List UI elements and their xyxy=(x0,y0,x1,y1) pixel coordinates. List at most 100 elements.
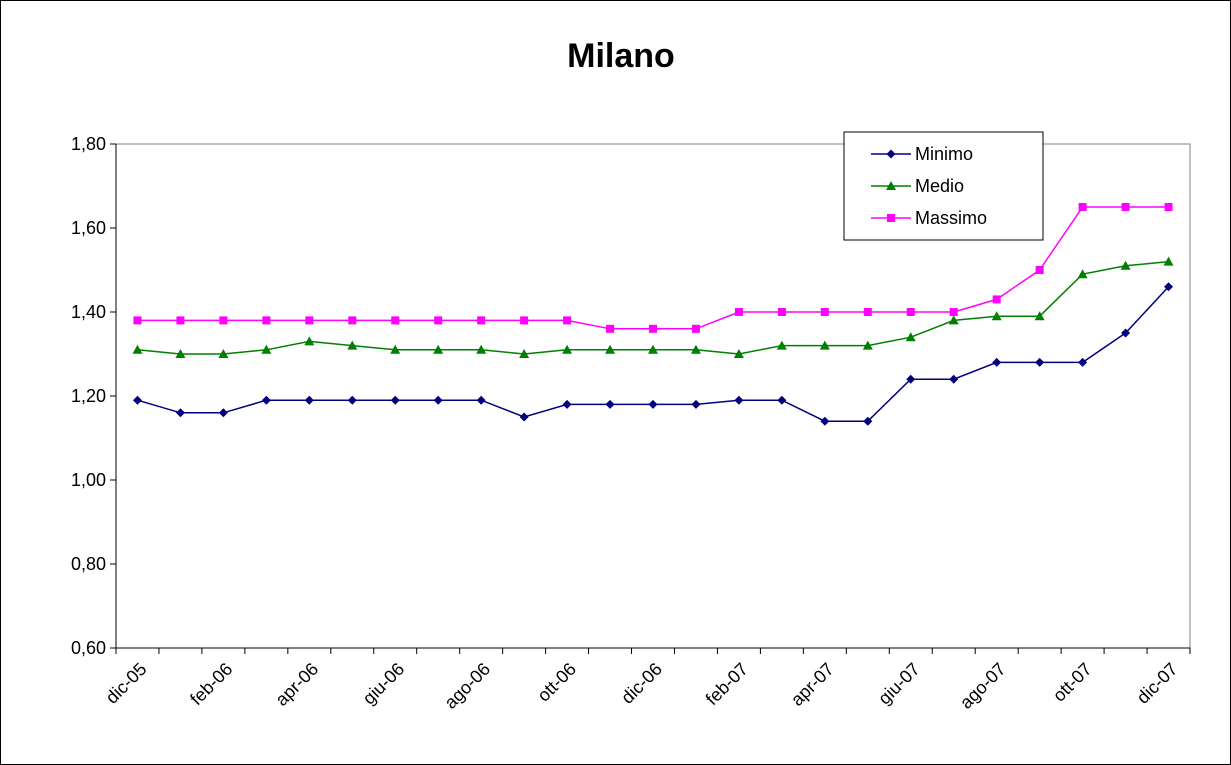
x-tick-label: giu-07 xyxy=(874,659,924,709)
y-tick-label: 0,60 xyxy=(71,638,106,658)
data-point xyxy=(777,395,787,405)
data-point xyxy=(132,395,142,405)
data-point xyxy=(176,316,185,325)
x-tick-label: ago-06 xyxy=(440,659,494,713)
data-point xyxy=(649,324,657,333)
y-tick-label: 1,00 xyxy=(71,470,106,490)
legend-item-medio: Medio xyxy=(871,176,964,196)
x-tick-label: feb-06 xyxy=(186,659,236,709)
data-point xyxy=(348,316,357,325)
data-point xyxy=(948,315,959,325)
y-tick-label: 0,80 xyxy=(71,554,106,574)
legend: Minimo Medio Massimo xyxy=(843,131,1044,241)
y-axis: 0,60 0,80 1,00 1,20 1,40 1,60 1,80 xyxy=(71,134,117,658)
series-medio xyxy=(132,256,1174,358)
x-tick-label: feb-07 xyxy=(702,659,752,709)
data-point xyxy=(304,395,314,405)
data-point xyxy=(992,357,1002,367)
data-point xyxy=(477,316,486,325)
legend-marker xyxy=(887,214,895,222)
data-point xyxy=(175,349,186,358)
data-point xyxy=(519,412,529,422)
series-massimo xyxy=(133,203,1173,333)
data-point xyxy=(132,344,143,354)
legend-label: Medio xyxy=(915,176,964,196)
data-point xyxy=(1163,256,1174,266)
x-axis: dic-05 feb-06 apr-06 giu-06 ago-06 ott-06 dic-… xyxy=(102,647,1191,713)
data-point xyxy=(949,374,959,384)
data-point xyxy=(1121,328,1131,338)
data-point xyxy=(992,295,1001,304)
data-point xyxy=(304,336,315,346)
data-point xyxy=(776,340,787,350)
data-point xyxy=(863,308,872,316)
data-point xyxy=(1164,203,1173,211)
y-tick-label: 1,20 xyxy=(71,386,106,406)
x-tick-label: dic-07 xyxy=(1133,659,1182,708)
data-point xyxy=(476,395,486,405)
legend-label: Minimo xyxy=(915,144,973,164)
legend-item-massimo: Massimo xyxy=(871,208,987,228)
x-tick-label: ott-06 xyxy=(533,659,580,706)
data-point xyxy=(648,344,658,354)
data-point xyxy=(133,316,142,325)
x-tick-label: dic-06 xyxy=(617,659,666,708)
data-point xyxy=(262,316,271,325)
series-line xyxy=(137,260,1169,355)
x-tick-label: ott-07 xyxy=(1049,659,1096,706)
data-point xyxy=(1034,311,1045,321)
data-point xyxy=(1078,203,1087,211)
data-point xyxy=(1035,266,1044,274)
data-point xyxy=(734,308,743,316)
data-point xyxy=(820,308,829,316)
data-point xyxy=(563,316,572,325)
y-tick-label: 1,80 xyxy=(71,134,106,154)
legend-label: Massimo xyxy=(915,208,987,228)
data-point xyxy=(648,399,658,409)
data-point xyxy=(605,399,615,409)
data-point xyxy=(906,374,916,384)
series-layer xyxy=(132,203,1174,426)
data-point xyxy=(390,344,401,354)
x-tick-label: apr-06 xyxy=(271,659,322,710)
data-point xyxy=(261,395,271,405)
data-point xyxy=(991,311,1002,321)
data-point xyxy=(733,349,744,358)
data-point xyxy=(219,316,228,325)
data-point xyxy=(691,399,701,409)
data-point xyxy=(1120,260,1131,270)
data-point xyxy=(906,308,915,316)
data-point xyxy=(734,395,744,405)
x-tick-label: giu-06 xyxy=(359,659,409,709)
data-point xyxy=(305,316,314,325)
data-point xyxy=(862,340,873,350)
y-tick-label: 1,60 xyxy=(71,218,106,238)
data-point xyxy=(690,344,701,354)
data-point xyxy=(347,340,358,350)
data-point xyxy=(433,395,443,405)
data-point xyxy=(218,349,229,358)
data-point xyxy=(562,344,573,354)
data-point xyxy=(1035,357,1045,367)
data-point xyxy=(391,316,400,325)
data-point xyxy=(261,344,272,354)
data-point xyxy=(820,416,830,426)
x-tick-label: apr-07 xyxy=(787,659,838,710)
data-point xyxy=(175,408,185,418)
legend-item-minimo: Minimo xyxy=(871,144,973,164)
data-point xyxy=(605,344,616,354)
data-point xyxy=(519,349,530,358)
data-point xyxy=(863,416,873,426)
data-point xyxy=(218,408,228,418)
x-tick-label: dic-05 xyxy=(102,659,151,708)
data-point xyxy=(691,324,700,333)
data-point xyxy=(434,316,443,325)
data-point xyxy=(520,316,529,325)
data-point xyxy=(1121,203,1130,211)
data-point xyxy=(1164,282,1174,292)
data-point xyxy=(949,308,958,316)
data-point xyxy=(1077,269,1088,279)
legend-marker xyxy=(886,181,896,190)
